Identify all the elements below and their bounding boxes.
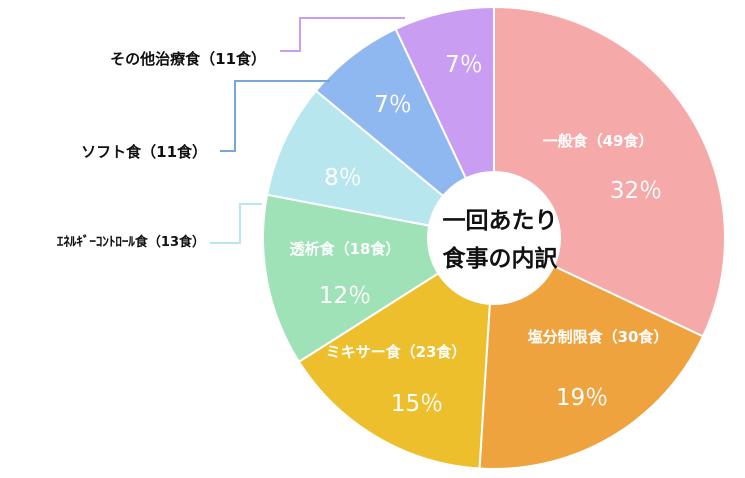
pie-slice-2 <box>297 236 496 470</box>
center-title-line-1: 一回あたり <box>443 208 558 234</box>
slice-name-label-1: 塩分制限食（30食） <box>528 328 669 346</box>
leader-line-4 <box>210 203 262 244</box>
leaders-layer <box>210 17 405 244</box>
slice-percent-label-4: 8％ <box>324 165 362 191</box>
pie-slice-1 <box>478 236 705 470</box>
slice-percent-label-5: 7％ <box>374 92 412 118</box>
slice-name-label-5: ソフト食（11食） <box>81 143 207 161</box>
slice-name-label-0: 一般食（49食） <box>543 132 654 150</box>
slice-percent-label-3: 12％ <box>319 283 371 309</box>
pie-slice-4 <box>265 89 495 239</box>
slice-percent-label-0: 32％ <box>610 178 662 204</box>
labels-layer: 32％ 一般食（49食） 19％ 塩分制限食（30食） 15％ ミキサー食（23食） 12％… <box>57 50 669 417</box>
slice-name-label-2: ミキサー食（23食） <box>326 343 467 361</box>
center-hole <box>427 171 561 305</box>
pie-slice-5 <box>314 27 495 239</box>
slice-percent-label-6: 7％ <box>445 52 483 78</box>
slice-name-label-6: その他治療食（11食） <box>110 50 266 68</box>
slice-percent-label-1: 19％ <box>556 385 608 411</box>
leader-line-6 <box>280 17 405 52</box>
leader-line-5 <box>220 80 330 152</box>
center-title-line-2: 食事の内訳 <box>443 245 559 272</box>
slice-percent-label-2: 15％ <box>391 391 443 417</box>
slice-name-label-4: ｴﾈﾙｷﾞｰｺﾝﾄﾛｰﾙ食（13食） <box>57 234 205 250</box>
slice-name-label-3: 透析食（18食） <box>290 240 401 258</box>
